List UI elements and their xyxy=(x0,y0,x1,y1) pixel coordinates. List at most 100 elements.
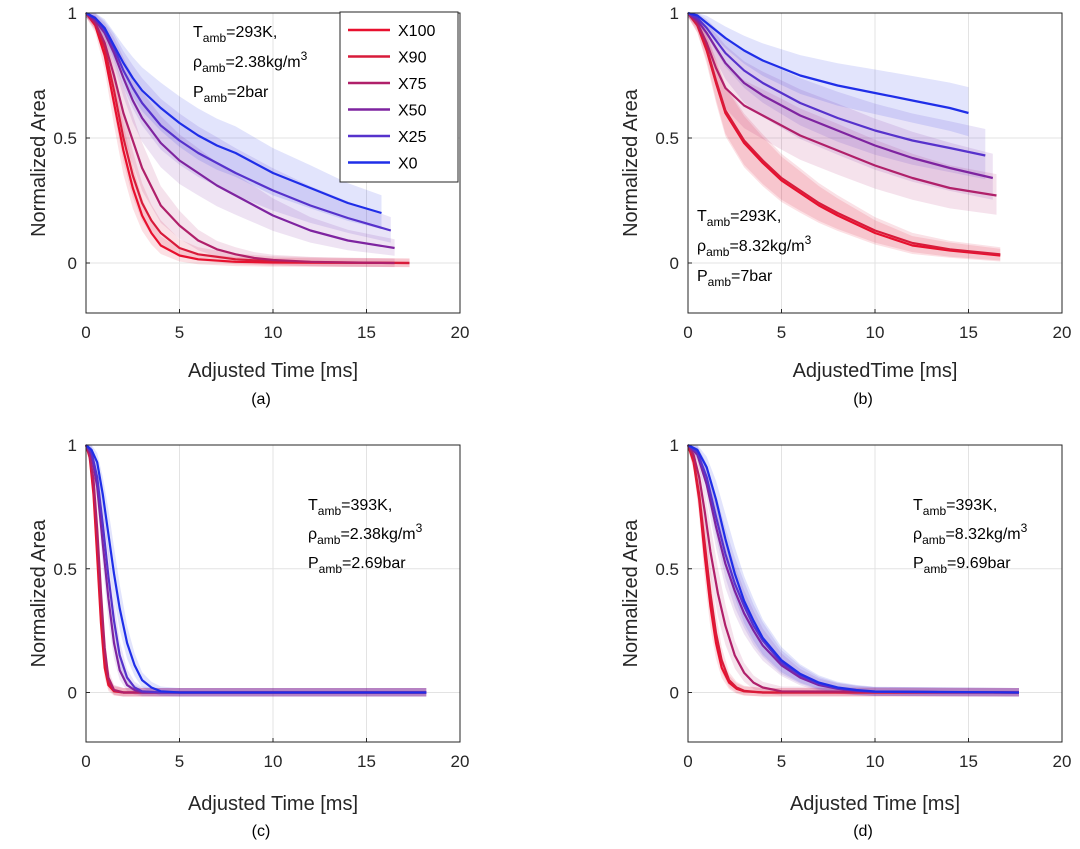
ambient-density: ρamb=8.32kg/m3 xyxy=(913,521,1028,547)
x-tick-label: 5 xyxy=(777,323,786,342)
x-axis-label: Adjusted Time [ms] xyxy=(188,360,358,382)
ambient-pressure: Pamb=2.69bar xyxy=(308,555,406,576)
y-axis-label: Normalized Area xyxy=(28,88,50,237)
legend: X100 X90 X75 X50 X25 X0 xyxy=(339,11,459,183)
x-tick-label: 15 xyxy=(357,323,376,342)
x-tick-label: 5 xyxy=(777,752,786,771)
y-axis-label: Normalized Area xyxy=(28,519,50,668)
y-tick-label: 1 xyxy=(670,4,679,23)
x-tick-label: 0 xyxy=(81,752,90,771)
x-axis-label: Adjusted Time [ms] xyxy=(188,793,358,815)
series-line-x0 xyxy=(85,444,427,694)
chart-panel-d: 0 5 10 15 20 0 0.5 1 Adjusted Time [ms] Normalize… xyxy=(620,436,1071,840)
panel-label: (d) xyxy=(853,823,873,840)
band-x90 xyxy=(688,13,1001,261)
band-x50 xyxy=(688,13,993,200)
ambient-density: ρamb=8.32kg/m3 xyxy=(697,233,812,259)
series-line-x90 xyxy=(687,12,1001,256)
x-tick-label: 0 xyxy=(683,323,692,342)
y-tick-label: 1 xyxy=(68,436,77,455)
chart-panel-b: 0 5 10 15 20 0 0.5 1 AdjustedTime [ms] Normalized… xyxy=(620,4,1071,408)
panel-label: (a) xyxy=(251,391,271,408)
series-line-x50 xyxy=(85,12,395,250)
series-line-x25 xyxy=(687,12,986,157)
condition-annotation: Tamb=293K, ρamb=2.38kg/m3 Pamb=2bar xyxy=(193,24,308,105)
series-line-x25 xyxy=(85,12,392,232)
series-line-x90 xyxy=(85,12,410,265)
x-tick-label: 20 xyxy=(1053,752,1072,771)
y-tick-label: 1 xyxy=(670,436,679,455)
x-tick-label: 10 xyxy=(866,752,885,771)
ambient-pressure: Pamb=7bar xyxy=(697,268,773,289)
series-line-x0 xyxy=(85,12,382,215)
band-x0 xyxy=(688,13,969,137)
y-tick-label: 0 xyxy=(68,684,77,703)
band-x0 xyxy=(86,13,382,229)
y-tick-label: 0.5 xyxy=(655,129,679,148)
band-x25 xyxy=(86,13,391,243)
x-tick-label: 15 xyxy=(959,323,978,342)
ambient-pressure: Pamb=9.69bar xyxy=(913,555,1011,576)
ambient-temperature: Tamb=393K, xyxy=(308,497,392,518)
y-axis-label: Normalized Area xyxy=(620,519,642,668)
series-line-x0 xyxy=(687,444,1020,694)
y-tick-label: 1 xyxy=(68,4,77,23)
x-tick-label: 0 xyxy=(81,323,90,342)
band-x100 xyxy=(688,13,1001,262)
x-tick-label: 20 xyxy=(1053,323,1072,342)
series-line-x75 xyxy=(687,444,1020,694)
y-tick-label: 0 xyxy=(670,254,679,273)
x-axis-label: Adjusted Time [ms] xyxy=(790,793,960,815)
series-line-x75 xyxy=(687,12,997,197)
x-tick-label: 5 xyxy=(175,323,184,342)
band-x75 xyxy=(86,13,395,268)
ambient-temperature: Tamb=293K, xyxy=(193,24,277,45)
panel-label: (b) xyxy=(853,391,873,408)
y-axis-label: Normalized Area xyxy=(620,88,642,237)
condition-annotation: Tamb=393K, ρamb=8.32kg/m3 Pamb=9.69bar xyxy=(913,497,1028,576)
band-x75 xyxy=(688,13,997,215)
y-tick-label: 0.5 xyxy=(655,560,679,579)
legend-label-x75: X75 xyxy=(398,76,427,93)
band-x50 xyxy=(86,13,395,256)
x-tick-label: 20 xyxy=(451,752,470,771)
panel-label: (c) xyxy=(252,823,271,840)
chart-panel-c: 0 5 10 15 20 0 0.5 1 Adjusted Time [ms] Normalize… xyxy=(28,436,469,840)
legend-label-x50: X50 xyxy=(398,103,427,120)
x-tick-label: 0 xyxy=(683,752,692,771)
series-line-x90 xyxy=(686,444,1019,694)
ambient-density: ρamb=2.38kg/m3 xyxy=(193,49,308,75)
x-tick-label: 15 xyxy=(357,752,376,771)
ambient-pressure: Pamb=2bar xyxy=(193,84,269,105)
ambient-density: ρamb=2.38kg/m3 xyxy=(308,521,423,547)
series-line-x100 xyxy=(85,12,410,265)
chart-panel-a: 0 5 10 15 20 0 0.5 1 Adjusted Time [ms] Normalize… xyxy=(28,4,469,408)
legend-label-x0: X0 xyxy=(398,156,418,173)
ambient-temperature: Tamb=293K, xyxy=(697,208,781,229)
series-line-x0 xyxy=(687,11,969,115)
x-tick-label: 15 xyxy=(959,752,978,771)
condition-annotation: Tamb=293K, ρamb=8.32kg/m3 Pamb=7bar xyxy=(697,208,812,289)
series-line-x75 xyxy=(85,12,395,265)
x-axis-label: AdjustedTime [ms] xyxy=(793,360,958,382)
legend-label-x90: X90 xyxy=(398,50,427,67)
x-tick-label: 10 xyxy=(264,323,283,342)
condition-annotation: Tamb=393K, ρamb=2.38kg/m3 Pamb=2.69bar xyxy=(308,497,423,576)
legend-box xyxy=(339,11,459,183)
legend-label-x100: X100 xyxy=(398,23,435,40)
y-tick-label: 0 xyxy=(670,684,679,703)
series-line-x75 xyxy=(84,444,427,694)
y-tick-label: 0 xyxy=(68,254,77,273)
y-tick-label: 0.5 xyxy=(53,129,77,148)
series-line-x25 xyxy=(85,444,427,694)
legend-label-x25: X25 xyxy=(398,129,427,146)
x-tick-label: 20 xyxy=(451,323,470,342)
band-x0 xyxy=(688,445,1019,697)
series-line-x50 xyxy=(687,12,994,180)
x-tick-label: 10 xyxy=(866,323,885,342)
band-x100 xyxy=(688,445,1019,697)
ambient-temperature: Tamb=393K, xyxy=(913,497,997,518)
x-tick-label: 5 xyxy=(175,752,184,771)
y-tick-label: 0.5 xyxy=(53,560,77,579)
